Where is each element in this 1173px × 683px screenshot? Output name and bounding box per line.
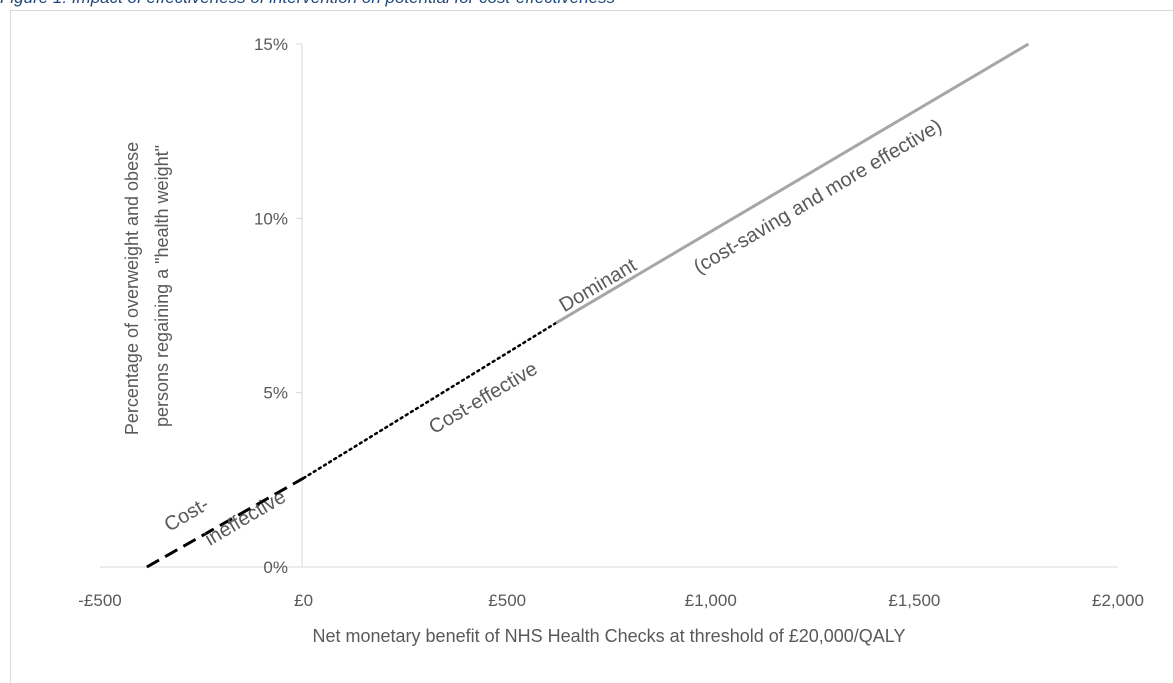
x-tick-label: £0 xyxy=(294,591,313,610)
x-tick-labels: -£500 £0 £500 £1,000 £1,500 £2,000 xyxy=(78,591,1144,610)
x-tick-label: -£500 xyxy=(78,591,121,610)
chart-frame xyxy=(10,10,1173,683)
annotation-label: (cost-saving and more effective) xyxy=(690,115,946,278)
y-axis-label: Percentage of overweight and obese perso… xyxy=(122,137,172,435)
annotations: Cost-ineffectiveCost-effectiveDominant(c… xyxy=(161,115,946,550)
x-tick-label: £1,500 xyxy=(888,591,940,610)
y-tick-labels: 0% 5% 10% 15% xyxy=(254,35,302,577)
y-axis-label-line-2: persons regaining a "health weight" xyxy=(152,145,172,427)
annotation-label: Dominant xyxy=(556,254,641,317)
x-axis-label: Net monetary benefit of NHS Health Check… xyxy=(313,626,906,646)
x-tick-label: £2,000 xyxy=(1092,591,1144,610)
y-tick-label: 10% xyxy=(254,209,288,228)
figure-caption: Figure 1: Impact of effectiveness of int… xyxy=(0,0,1173,10)
series-lines xyxy=(146,42,1030,569)
series-line xyxy=(146,476,305,569)
series-line xyxy=(302,321,558,480)
y-axis-label-line-1: Percentage of overweight and obese xyxy=(122,142,142,435)
y-tick-label: 0% xyxy=(263,558,288,577)
annotation-label: Cost-effective xyxy=(425,358,541,439)
x-tick-label: £1,000 xyxy=(685,591,737,610)
y-tick-label: 15% xyxy=(254,35,288,54)
y-tick-label: 5% xyxy=(263,384,288,403)
x-tick-label: £500 xyxy=(488,591,526,610)
annotation-label: ineffective xyxy=(201,486,289,551)
series-line xyxy=(555,42,1030,325)
